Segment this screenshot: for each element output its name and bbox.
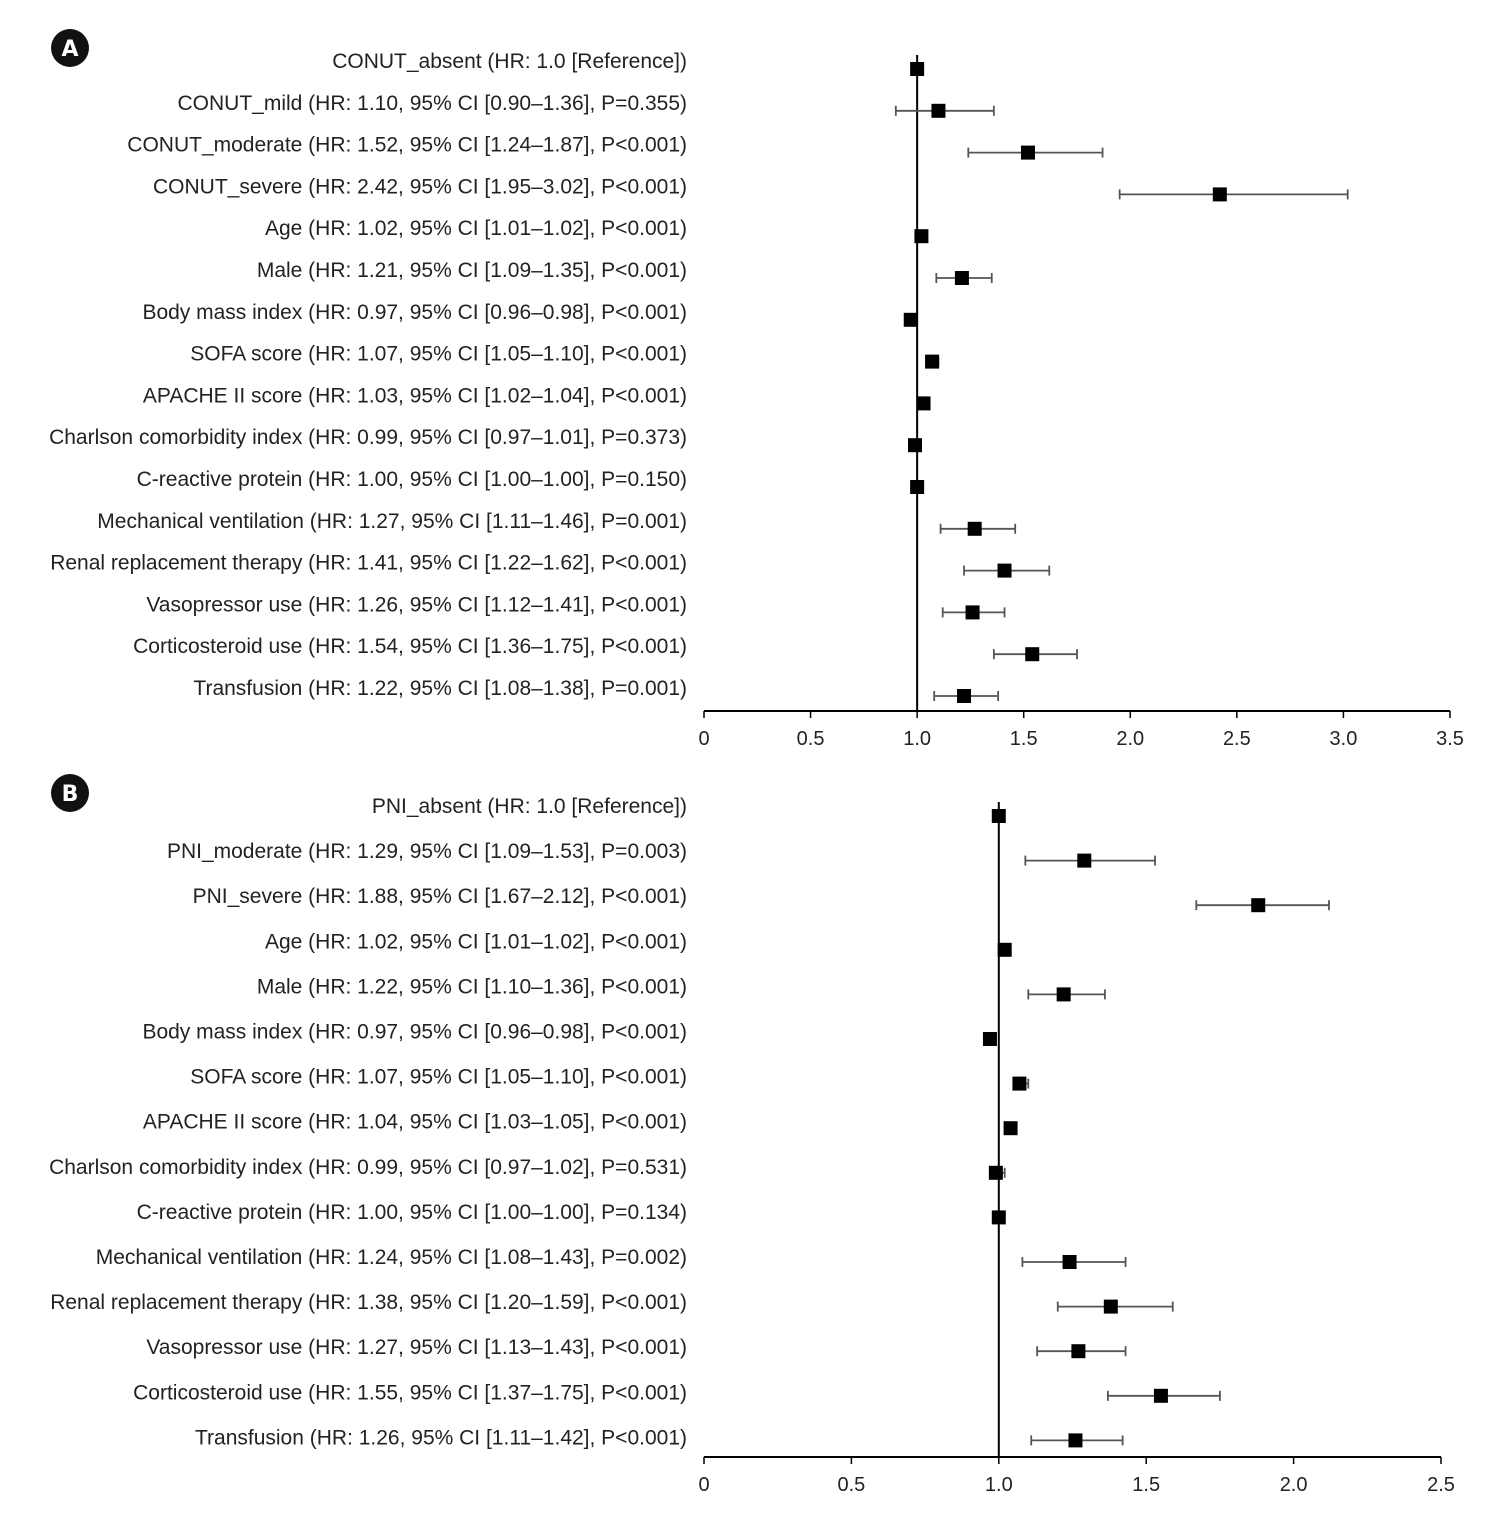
panel-b-hr-marker — [1077, 853, 1092, 868]
panel-a-tick-label: 2.0 — [1116, 728, 1144, 750]
panel-b-hr-marker — [1068, 1433, 1083, 1448]
panel-a-hr-marker — [965, 605, 980, 620]
panel-a-row-label: SOFA score (HR: 1.07, 95% CI [1.05–1.10]… — [190, 343, 687, 366]
panel-b-hr-marker — [997, 942, 1012, 957]
panel-a-hr-marker — [925, 354, 940, 369]
panel-a-hr-marker — [997, 563, 1012, 578]
panel-a-row-label: CONUT_absent (HR: 1.0 [Reference]) — [332, 50, 687, 73]
panel-b-tick-label: 0 — [698, 1474, 709, 1496]
panel-a-tick-label: 1.5 — [1010, 728, 1038, 750]
panel-a-tick-label: 0 — [698, 728, 709, 750]
panel-b-hr-marker — [1103, 1299, 1118, 1314]
panel-b-row-label: C-reactive protein (HR: 1.00, 95% CI [1.… — [137, 1201, 687, 1224]
panel-a-row-label: C-reactive protein (HR: 1.00, 95% CI [1.… — [137, 468, 687, 491]
panel-b-badge-label: B — [62, 782, 79, 807]
panel-a-row-label: Body mass index (HR: 0.97, 95% CI [0.96–… — [142, 301, 687, 324]
panel-a-row-label: Corticosteroid use (HR: 1.54, 95% CI [1.… — [133, 635, 687, 658]
panel-b-hr-marker — [1071, 1344, 1086, 1359]
panel-b-row-label: Body mass index (HR: 0.97, 95% CI [0.96–… — [142, 1021, 687, 1044]
panel-a-hr-marker — [1020, 145, 1035, 160]
panel-b-hr-marker — [1251, 898, 1266, 913]
panel-a-row-label: Transfusion (HR: 1.22, 95% CI [1.08–1.38… — [193, 677, 687, 700]
panel-a-tick-label: 3.0 — [1330, 728, 1358, 750]
panel-a-row-label: Charlson comorbidity index (HR: 0.99, 95… — [49, 426, 687, 449]
panel-a-hr-marker — [908, 438, 923, 453]
panel-b-row-label: Mechanical ventilation (HR: 1.24, 95% CI… — [96, 1246, 687, 1269]
panel-b-row-label: APACHE II score (HR: 1.04, 95% CI [1.03–… — [143, 1111, 687, 1134]
panel-b-row-label: PNI_severe (HR: 1.88, 95% CI [1.67–2.12]… — [193, 885, 687, 908]
panel-a-row-label: CONUT_mild (HR: 1.10, 95% CI [0.90–1.36]… — [178, 92, 688, 115]
panel-a-hr-marker — [910, 480, 925, 494]
panel-b-badge: B — [51, 774, 89, 812]
panel-b-hr-marker — [991, 1210, 1006, 1225]
panel-b-row-label: Charlson comorbidity index (HR: 0.99, 95… — [49, 1156, 687, 1179]
panel-b-row-label: Age (HR: 1.02, 95% CI [1.01–1.02], P<0.0… — [265, 930, 687, 953]
panel-b-row-label: PNI_moderate (HR: 1.29, 95% CI [1.09–1.5… — [167, 840, 687, 863]
panel-b-row-label: Male (HR: 1.22, 95% CI [1.10–1.36], P<0.… — [257, 975, 687, 998]
panel-a-hr-marker — [954, 271, 969, 285]
panel-b-forest-plot: 0 0.5 1.0 1.5 2.0 2.5 PNI_absent (HR: 1.0 [Ref… — [49, 795, 1455, 1496]
panel-a-badge-circle — [51, 29, 89, 67]
panel-b-hr-marker — [991, 809, 1006, 823]
panel-a-forest-plot: 0 0.5 1.0 1.5 2.0 2.5 3.0 3.5 CONUT_absent (HR: … — [49, 50, 1464, 750]
panel-b-hr-marker — [1003, 1121, 1018, 1136]
panel-a-row-label: Age (HR: 1.02, 95% CI [1.01–1.02], P<0.0… — [265, 217, 687, 240]
panel-a-row-label: Vasopressor use (HR: 1.26, 95% CI [1.12–… — [146, 593, 687, 616]
panel-b-row-label: Vasopressor use (HR: 1.27, 95% CI [1.13–… — [146, 1336, 687, 1359]
panel-a-row-label: CONUT_severe (HR: 2.42, 95% CI [1.95–3.0… — [153, 175, 687, 198]
panel-b-badge-circle — [51, 774, 89, 812]
panel-b-hr-marker — [1012, 1076, 1027, 1091]
panel-a-row-label: APACHE II score (HR: 1.03, 95% CI [1.02–… — [143, 384, 687, 407]
panel-a-hr-marker — [957, 689, 972, 703]
panel-b-row-label: Transfusion (HR: 1.26, 95% CI [1.11–1.42… — [195, 1426, 687, 1449]
panel-b-tick-label: 0.5 — [837, 1474, 865, 1496]
panel-a-row-label: Male (HR: 1.21, 95% CI [1.09–1.35], P<0.… — [257, 259, 687, 282]
panel-b-tick-label: 1.0 — [985, 1474, 1013, 1496]
panel-a-badge: A — [51, 29, 89, 67]
panel-b-row-label: PNI_absent (HR: 1.0 [Reference]) — [372, 795, 687, 818]
panel-b-hr-marker — [1062, 1255, 1077, 1269]
panel-b-tick-label: 1.5 — [1132, 1474, 1160, 1496]
panel-b-row-label: SOFA score (HR: 1.07, 95% CI [1.05–1.10]… — [190, 1066, 687, 1089]
panel-a-hr-marker — [910, 62, 925, 76]
panel-a-tick-label: 1.0 — [903, 728, 931, 750]
panel-a-tick-label: 2.5 — [1223, 728, 1251, 750]
panel-a-hr-marker — [914, 229, 929, 244]
panel-a-hr-marker — [967, 521, 982, 536]
panel-b-hr-marker — [982, 1032, 997, 1046]
panel-a-hr-marker — [931, 103, 946, 118]
panel-a-hr-marker — [903, 312, 918, 327]
panel-a-hr-marker — [916, 396, 931, 411]
panel-b-tick-label: 2.5 — [1427, 1474, 1455, 1496]
panel-b-row-label: Renal replacement therapy (HR: 1.38, 95%… — [50, 1291, 687, 1314]
panel-a-row-label: Renal replacement therapy (HR: 1.41, 95%… — [50, 552, 687, 575]
panel-b-hr-marker — [1056, 987, 1071, 1002]
panel-b-hr-marker — [988, 1165, 1003, 1180]
panel-a-row-label: CONUT_moderate (HR: 1.52, 95% CI [1.24–1… — [127, 134, 687, 157]
panel-b-row-label: Corticosteroid use (HR: 1.55, 95% CI [1.… — [133, 1381, 687, 1404]
panel-a-hr-marker — [1025, 647, 1040, 662]
panel-a-tick-label: 3.5 — [1436, 728, 1464, 750]
panel-a-badge-label: A — [61, 37, 78, 62]
panel-a-row-label: Mechanical ventilation (HR: 1.27, 95% CI… — [97, 510, 687, 533]
panel-b-tick-label: 2.0 — [1280, 1474, 1308, 1496]
panel-b-hr-marker — [1153, 1388, 1168, 1403]
panel-a-hr-marker — [1212, 187, 1227, 202]
panel-a-tick-label: 0.5 — [797, 728, 825, 750]
